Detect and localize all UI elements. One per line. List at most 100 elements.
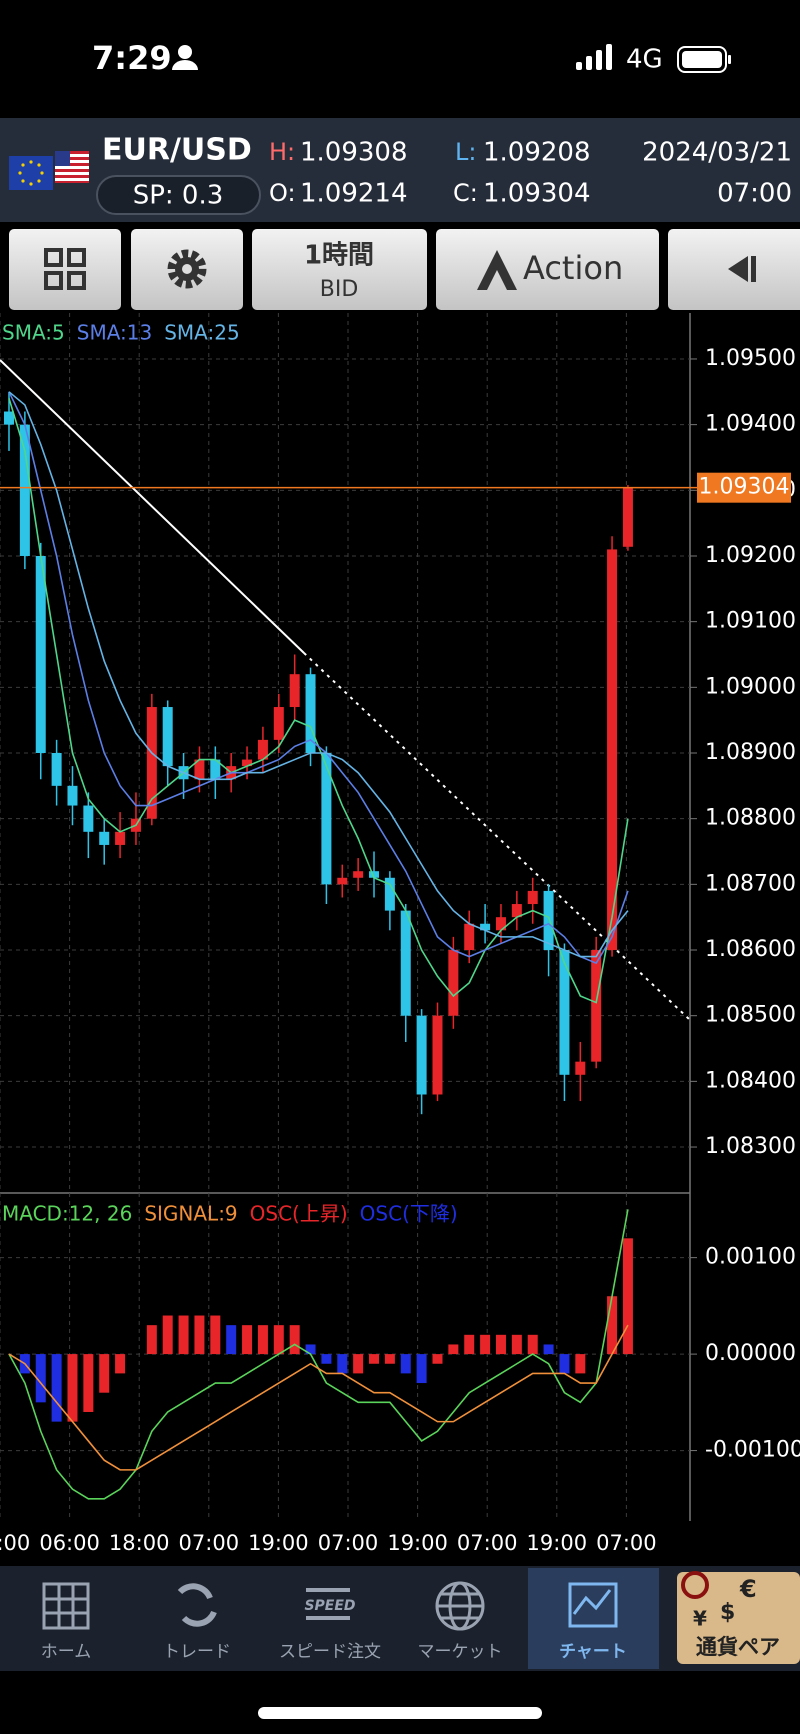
candle-body [257,739,268,760]
osc-bar [432,1354,443,1364]
low-value: 1.09208 [483,138,591,168]
legend-entry: OSC(下降) [360,1202,458,1226]
osc-bar [448,1344,459,1355]
osc-bar [178,1315,189,1355]
collapse-button[interactable] [668,229,800,310]
osc-bar [210,1315,221,1355]
candle-body [575,1061,586,1075]
y-tick-label: 1.09000 [705,674,796,699]
nav-label[interactable]: チャート [559,1642,627,1662]
legend-entry: SIGNAL:9 [144,1202,237,1226]
osc-bar [51,1354,62,1422]
candle-body [432,1015,443,1095]
osc-bar [257,1325,268,1355]
nav-label: 通貨ペア [696,1635,780,1659]
x-tick-label: 07:00 [596,1531,657,1555]
candle-body [416,1015,427,1095]
osc-bar [511,1334,522,1355]
candle-body [369,871,380,878]
nav-label[interactable]: ホーム [41,1642,92,1662]
timeframe-button[interactable]: 1時間 BID [252,229,427,310]
candle-body [480,923,491,931]
sma-line [8,391,629,965]
y-tick-label: -0.00100 [705,1438,800,1463]
osc-bar [575,1354,586,1374]
legend-entry: SMA:13 [77,321,152,345]
trend-line [0,359,305,654]
candle-body [448,950,459,1016]
currency-pair-tab[interactable]: € $ ¥ 通貨ペア [677,1571,800,1664]
candle-body [99,831,110,845]
candle-body [622,487,633,547]
date: 2024/03/21 [642,138,792,168]
y-tick-label: 1.08600 [705,937,796,962]
candle-body [194,759,205,780]
close-value: 1.09304 [483,179,591,209]
spread: SP: 0.3 [133,181,224,211]
nav-label[interactable]: マーケット [418,1642,503,1662]
layout-button[interactable] [9,229,121,310]
bar-time: 07:00 [717,179,792,209]
candle-body [273,707,284,740]
y-tick-label: 1.08300 [705,1134,796,1159]
osc-bar [273,1325,284,1355]
candle-body [115,831,126,845]
osc-bar [83,1354,94,1412]
candle-body [543,890,554,951]
y-tick-label: 1.09400 [705,412,796,437]
y-tick-label: 1.08900 [705,740,796,765]
pair: EUR/USD [102,133,252,168]
person-icon [172,45,198,70]
currency-symbol: ¥ [693,1607,707,1631]
osc-bar [480,1334,491,1355]
y-tick-label: 1.08800 [705,806,796,831]
candle-body [162,707,173,767]
y-tick-label: 1.08500 [705,1003,796,1028]
candle-body [495,917,506,931]
osc-bar [305,1344,316,1355]
legend-entry: OSC(上昇) [250,1202,348,1226]
clock: 7:29 [92,39,172,77]
nav-label[interactable]: トレード [163,1642,231,1662]
high-value: 1.09308 [300,138,408,168]
osc-bar [226,1325,237,1355]
osc-bar [321,1354,332,1364]
candle-body [384,877,395,911]
legend-entry: SMA:5 [2,321,65,345]
osc-bar [495,1334,506,1355]
candle-body [4,411,14,425]
x-tick-label: 07:00 [179,1531,240,1555]
y-tick-label: 0.00000 [705,1341,796,1366]
action-button[interactable]: Action [436,229,659,310]
osc-bar [400,1354,411,1374]
x-tick-label: 06:00 [39,1531,100,1555]
candle-body [67,785,78,806]
y-tick-label: 1.09100 [705,609,796,634]
osc-bar [559,1354,570,1374]
osc-bar [369,1354,380,1364]
osc-bar [543,1344,554,1355]
candle-body [511,904,522,918]
price-type: BID [320,277,359,302]
settings-button[interactable] [131,229,243,310]
osc-bar [353,1354,364,1374]
osc-bar [337,1354,348,1374]
osc-bar [384,1354,395,1364]
speed-icon-text: SPEED [304,1598,355,1614]
osc-bar [622,1238,633,1355]
nav-label[interactable]: スピード注文 [279,1642,381,1662]
osc-bar [527,1334,538,1355]
currency-symbol: $ [720,1600,735,1625]
osc-bar [194,1315,205,1355]
action-label: Action [523,249,623,287]
candle-body [337,877,348,885]
x-tick-label: 19:00 [527,1531,588,1555]
candle-body [210,759,221,780]
y-tick-label: 1.08700 [705,871,796,896]
candle-body [464,923,475,951]
candle-body [591,950,602,1062]
candle-body [35,555,46,753]
spread-pill [96,175,261,215]
x-tick-label: 19:00 [248,1531,309,1555]
